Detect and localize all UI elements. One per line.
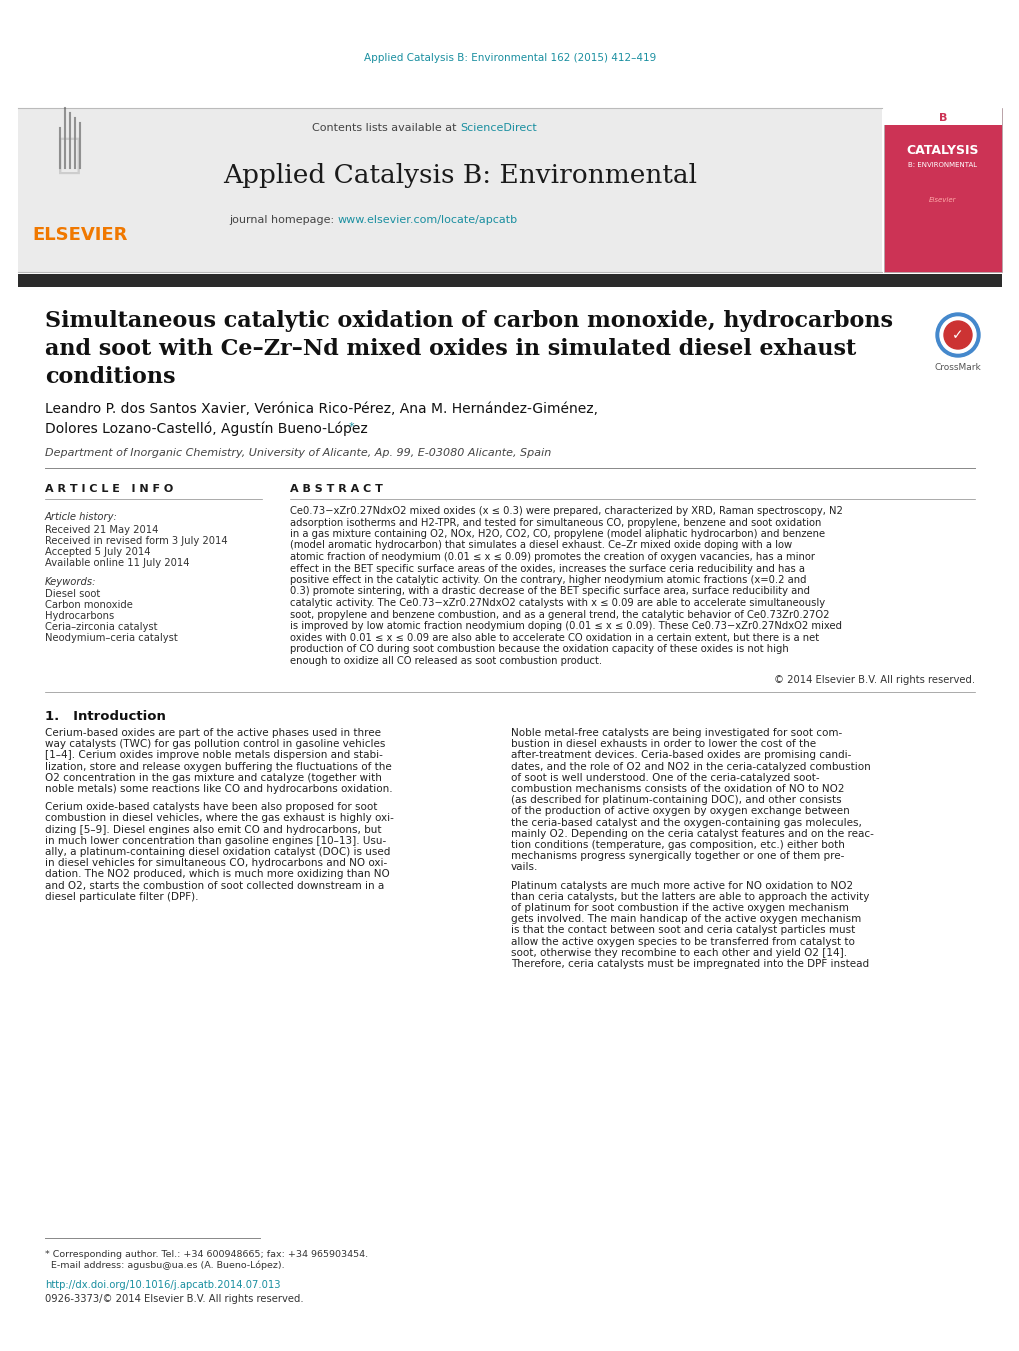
Bar <box>20 135 138 270</box>
Text: of the production of active oxygen by oxygen exchange between: of the production of active oxygen by ox… <box>511 807 849 816</box>
Text: tion conditions (temperature, gas composition, etc.) either both: tion conditions (temperature, gas compos… <box>511 840 844 850</box>
Bar <box>883 108 1001 272</box>
Text: oxides with 0.01 ≤ x ≤ 0.09 are also able to accelerate CO oxidation in a certai: oxides with 0.01 ≤ x ≤ 0.09 are also abl… <box>289 632 818 643</box>
Text: CrossMark: CrossMark <box>933 363 980 373</box>
Text: Available online 11 July 2014: Available online 11 July 2014 <box>45 558 190 567</box>
Text: and soot with Ce–Zr–Nd mixed oxides in simulated diesel exhaust: and soot with Ce–Zr–Nd mixed oxides in s… <box>45 338 855 359</box>
Text: Therefore, ceria catalysts must be impregnated into the DPF instead: Therefore, ceria catalysts must be impre… <box>511 959 868 969</box>
Circle shape <box>940 317 975 353</box>
Text: © 2014 Elsevier B.V. All rights reserved.: © 2014 Elsevier B.V. All rights reserved… <box>773 676 974 685</box>
Text: E-mail address: agusbu@ua.es (A. Bueno-López).: E-mail address: agusbu@ua.es (A. Bueno-L… <box>45 1260 284 1270</box>
Text: Accepted 5 July 2014: Accepted 5 July 2014 <box>45 547 151 557</box>
Text: Cerium-based oxides are part of the active phases used in three: Cerium-based oxides are part of the acti… <box>45 728 381 738</box>
Text: vails.: vails. <box>511 862 538 873</box>
Text: B: B <box>937 113 947 123</box>
Text: Neodymium–ceria catalyst: Neodymium–ceria catalyst <box>45 634 177 643</box>
Text: Received 21 May 2014: Received 21 May 2014 <box>45 526 158 535</box>
Text: mainly O2. Depending on the ceria catalyst features and on the reac-: mainly O2. Depending on the ceria cataly… <box>511 828 873 839</box>
Text: is improved by low atomic fraction neodymium doping (0.01 ≤ x ≤ 0.09). These Ce0: is improved by low atomic fraction neody… <box>289 621 841 631</box>
Circle shape <box>935 313 979 357</box>
Text: [1–4]. Cerium oxides improve noble metals dispersion and stabi-: [1–4]. Cerium oxides improve noble metal… <box>45 750 382 761</box>
Text: Received in revised form 3 July 2014: Received in revised form 3 July 2014 <box>45 536 227 546</box>
Text: diesel particulate filter (DPF).: diesel particulate filter (DPF). <box>45 892 199 902</box>
Text: mechanisms progress synergically together or one of them pre-: mechanisms progress synergically togethe… <box>511 851 844 861</box>
Text: ScienceDirect: ScienceDirect <box>460 123 536 132</box>
Bar <box>18 108 881 272</box>
Text: ally, a platinum-containing diesel oxidation catalyst (DOC) is used: ally, a platinum-containing diesel oxida… <box>45 847 390 857</box>
Text: Platinum catalysts are much more active for NO oxidation to NO2: Platinum catalysts are much more active … <box>511 881 852 890</box>
Text: Ce0.73−xZr0.27NdxO2 mixed oxides (x ≤ 0.3) were prepared, characterized by XRD, : Ce0.73−xZr0.27NdxO2 mixed oxides (x ≤ 0.… <box>289 507 842 516</box>
Text: 0.3) promote sintering, with a drastic decrease of the BET specific surface area: 0.3) promote sintering, with a drastic d… <box>289 586 809 597</box>
Text: gets involved. The main handicap of the active oxygen mechanism: gets involved. The main handicap of the … <box>511 915 860 924</box>
Text: A B S T R A C T: A B S T R A C T <box>289 484 382 494</box>
Text: Dolores Lozano-Castelló, Agustín Bueno-López: Dolores Lozano-Castelló, Agustín Bueno-L… <box>45 422 368 436</box>
Text: of soot is well understood. One of the ceria-catalyzed soot-: of soot is well understood. One of the c… <box>511 773 819 782</box>
Text: bustion in diesel exhausts in order to lower the cost of the: bustion in diesel exhausts in order to l… <box>511 739 815 750</box>
Text: Simultaneous catalytic oxidation of carbon monoxide, hydrocarbons: Simultaneous catalytic oxidation of carb… <box>45 309 892 332</box>
Text: ✓: ✓ <box>952 328 963 342</box>
Text: Carbon monoxide: Carbon monoxide <box>45 600 132 611</box>
Text: the ceria-based catalyst and the oxygen-containing gas molecules,: the ceria-based catalyst and the oxygen-… <box>511 817 861 828</box>
Text: O2 concentration in the gas mixture and catalyze (together with: O2 concentration in the gas mixture and … <box>45 773 381 782</box>
Text: ELSEVIER: ELSEVIER <box>33 226 127 245</box>
Text: *: * <box>348 422 355 432</box>
Text: Department of Inorganic Chemistry, University of Alicante, Ap. 99, E-03080 Alica: Department of Inorganic Chemistry, Unive… <box>45 449 550 458</box>
Text: enough to oxidize all CO released as soot combustion product.: enough to oxidize all CO released as soo… <box>289 655 601 666</box>
Text: conditions: conditions <box>45 366 175 388</box>
Text: Diesel soot: Diesel soot <box>45 589 100 598</box>
Text: is that the contact between soot and ceria catalyst particles must: is that the contact between soot and cer… <box>511 925 854 935</box>
Text: noble metals) some reactions like CO and hydrocarbons oxidation.: noble metals) some reactions like CO and… <box>45 784 392 794</box>
Text: in diesel vehicles for simultaneous CO, hydrocarbons and NO oxi-: in diesel vehicles for simultaneous CO, … <box>45 858 387 869</box>
Text: Article history:: Article history: <box>45 512 118 521</box>
Text: ⬛: ⬛ <box>56 134 82 176</box>
Text: atomic fraction of neodymium (0.01 ≤ x ≤ 0.09) promotes the creation of oxygen v: atomic fraction of neodymium (0.01 ≤ x ≤… <box>289 553 814 562</box>
Text: way catalysts (TWC) for gas pollution control in gasoline vehicles: way catalysts (TWC) for gas pollution co… <box>45 739 385 750</box>
Text: in a gas mixture containing O2, NOx, H2O, CO2, CO, propylene (model aliphatic hy: in a gas mixture containing O2, NOx, H2O… <box>289 530 824 539</box>
Text: 0926-3373/© 2014 Elsevier B.V. All rights reserved.: 0926-3373/© 2014 Elsevier B.V. All right… <box>45 1294 304 1304</box>
Text: after-treatment devices. Ceria-based oxides are promising candi-: after-treatment devices. Ceria-based oxi… <box>511 750 851 761</box>
Text: journal homepage:: journal homepage: <box>229 215 337 226</box>
Text: than ceria catalysts, but the latters are able to approach the activity: than ceria catalysts, but the latters ar… <box>511 892 868 902</box>
Text: of platinum for soot combustion if the active oxygen mechanism: of platinum for soot combustion if the a… <box>511 902 848 913</box>
Text: Elsevier: Elsevier <box>928 197 956 203</box>
Text: catalytic activity. The Ce0.73−xZr0.27NdxO2 catalysts with x ≤ 0.09 are able to : catalytic activity. The Ce0.73−xZr0.27Nd… <box>289 598 824 608</box>
Text: Noble metal-free catalysts are being investigated for soot com-: Noble metal-free catalysts are being inv… <box>511 728 842 738</box>
Text: 1.   Introduction: 1. Introduction <box>45 711 166 723</box>
Text: effect in the BET specific surface areas of the oxides, increases the surface ce: effect in the BET specific surface areas… <box>289 563 804 574</box>
Text: dation. The NO2 produced, which is much more oxidizing than NO: dation. The NO2 produced, which is much … <box>45 870 389 880</box>
Text: Keywords:: Keywords: <box>45 577 97 586</box>
Text: adsorption isotherms and H2-TPR, and tested for simultaneous CO, propylene, benz: adsorption isotherms and H2-TPR, and tes… <box>289 517 820 527</box>
Text: dates, and the role of O2 and NO2 in the ceria-catalyzed combustion: dates, and the role of O2 and NO2 in the… <box>511 762 870 771</box>
Text: positive effect in the catalytic activity. On the contrary, higher neodymium ato: positive effect in the catalytic activit… <box>289 576 806 585</box>
Text: Contents lists available at: Contents lists available at <box>312 123 460 132</box>
Text: soot, propylene and benzene combustion, and as a general trend, the catalytic be: soot, propylene and benzene combustion, … <box>289 609 828 620</box>
Text: Applied Catalysis B: Environmental: Applied Catalysis B: Environmental <box>223 162 696 188</box>
Text: Leandro P. dos Santos Xavier, Verónica Rico-Pérez, Ana M. Hernández-Giménez,: Leandro P. dos Santos Xavier, Verónica R… <box>45 403 597 416</box>
Text: in much lower concentration than gasoline engines [10–13]. Usu-: in much lower concentration than gasolin… <box>45 836 386 846</box>
Text: CATALYSIS: CATALYSIS <box>906 143 978 157</box>
Text: soot, otherwise they recombine to each other and yield O2 [14].: soot, otherwise they recombine to each o… <box>511 948 847 958</box>
Text: A R T I C L E   I N F O: A R T I C L E I N F O <box>45 484 173 494</box>
Text: allow the active oxygen species to be transferred from catalyst to: allow the active oxygen species to be tr… <box>511 936 854 947</box>
Bar <box>18 274 1001 286</box>
Text: lization, store and release oxygen buffering the fluctuations of the: lization, store and release oxygen buffe… <box>45 762 391 771</box>
Text: combustion mechanisms consists of the oxidation of NO to NO2: combustion mechanisms consists of the ox… <box>511 784 844 794</box>
Text: Applied Catalysis B: Environmental 162 (2015) 412–419: Applied Catalysis B: Environmental 162 (… <box>364 53 655 63</box>
Text: Cerium oxide-based catalysts have been also proposed for soot: Cerium oxide-based catalysts have been a… <box>45 802 377 812</box>
Text: and O2, starts the combustion of soot collected downstream in a: and O2, starts the combustion of soot co… <box>45 881 384 890</box>
Text: www.elsevier.com/locate/apcatb: www.elsevier.com/locate/apcatb <box>337 215 518 226</box>
Text: Hydrocarbons: Hydrocarbons <box>45 611 114 621</box>
Text: http://dx.doi.org/10.1016/j.apcatb.2014.07.013: http://dx.doi.org/10.1016/j.apcatb.2014.… <box>45 1279 280 1290</box>
Text: production of CO during soot combustion because the oxidation capacity of these : production of CO during soot combustion … <box>289 644 788 654</box>
Circle shape <box>943 322 971 349</box>
Text: combustion in diesel vehicles, where the gas exhaust is highly oxi-: combustion in diesel vehicles, where the… <box>45 813 393 823</box>
Text: Ceria–zirconia catalyst: Ceria–zirconia catalyst <box>45 621 157 632</box>
Text: B: ENVIRONMENTAL: B: ENVIRONMENTAL <box>908 162 976 168</box>
Text: (as described for platinum-containing DOC), and other consists: (as described for platinum-containing DO… <box>511 796 841 805</box>
Text: dizing [5–9]. Diesel engines also emit CO and hydrocarbons, but: dizing [5–9]. Diesel engines also emit C… <box>45 824 381 835</box>
Bar <box>883 107 1001 126</box>
Text: * Corresponding author. Tel.: +34 600948665; fax: +34 965903454.: * Corresponding author. Tel.: +34 600948… <box>45 1250 368 1259</box>
Text: (model aromatic hydrocarbon) that simulates a diesel exhaust. Ce–Zr mixed oxide : (model aromatic hydrocarbon) that simula… <box>289 540 792 550</box>
